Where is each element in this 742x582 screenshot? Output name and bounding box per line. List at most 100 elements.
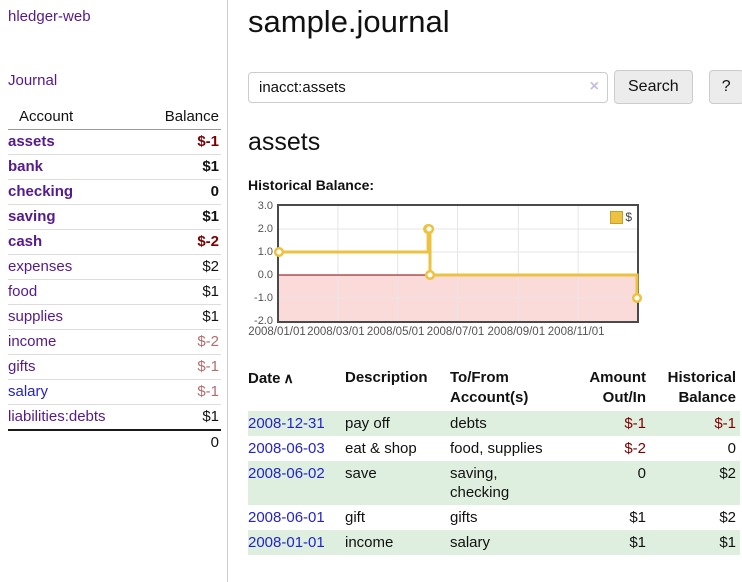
register-header-accounts: To/From Account(s) <box>450 369 529 406</box>
account-balance: $-2 <box>143 229 221 255</box>
date-header-label: Date <box>248 370 281 387</box>
amount-cell: 0 <box>637 465 646 482</box>
historical-balance-chart: $ 3.0 2.0 1.0 0.0 -1.0 -2.0 2008/01/01 2008/03… <box>248 200 643 342</box>
register-header-balance: Historical Balance <box>667 369 736 406</box>
account-link-income[interactable]: income <box>8 333 57 350</box>
date-link[interactable]: 2008-12-31 <box>248 415 325 432</box>
account-row: salary $-1 <box>8 379 221 405</box>
date-link[interactable]: 2008-06-02 <box>248 465 325 482</box>
chart-canvas <box>273 206 643 321</box>
register-row: 2008-12-31 pay off debts $-1 $-1 <box>248 411 740 436</box>
account-balance: $1 <box>143 304 221 330</box>
account-link-cash[interactable]: cash <box>8 233 43 250</box>
amount-cell: $-2 <box>624 440 646 457</box>
account-link-saving[interactable]: saving <box>8 208 56 225</box>
description-cell: save <box>345 465 377 482</box>
balance-cell: $2 <box>719 465 736 482</box>
y-tick-label: -1.0 <box>254 292 273 304</box>
sidebar-item-journal[interactable]: Journal <box>8 72 58 89</box>
account-row: gifts $-1 <box>8 354 221 380</box>
account-row: bank $1 <box>8 154 221 180</box>
amount-cell: $-1 <box>624 415 646 432</box>
y-tick-label: -2.0 <box>254 315 273 327</box>
date-link[interactable]: 2008-01-01 <box>248 534 325 551</box>
y-tick-label: 1.0 <box>257 246 273 258</box>
search-input[interactable] <box>248 71 608 103</box>
x-tick-label: 2008/05/01 <box>366 326 425 338</box>
chart-plot-area[interactable]: $ 3.0 2.0 1.0 0.0 -1.0 -2.0 <box>254 200 643 327</box>
accounts-header-account: Account <box>8 105 144 130</box>
legend-swatch-icon <box>610 210 624 224</box>
main-content: sample.journal × Search ? assets Histori… <box>248 0 742 555</box>
chart-x-axis: 2008/01/01 2008/03/01 2008/05/01 2008/07/01… <box>248 326 639 342</box>
accounts-total: 0 <box>143 429 221 455</box>
account-balance: $-1 <box>143 354 221 380</box>
account-balance: $1 <box>143 154 221 180</box>
account-heading: assets <box>248 128 321 156</box>
page-title: sample.journal <box>248 4 450 39</box>
account-balance: $1 <box>143 204 221 230</box>
x-tick-label: 2008/07/01 <box>426 326 485 338</box>
account-balance: 0 <box>143 179 221 205</box>
balance-cell: $2 <box>719 509 736 526</box>
description-cell: income <box>345 534 394 551</box>
legend-label: $ <box>625 210 632 224</box>
amount-cell: $1 <box>629 534 646 551</box>
account-link-gifts[interactable]: gifts <box>8 358 36 375</box>
account-row: liabilities:debts $1 <box>8 404 221 431</box>
accounts-cell: salary <box>450 534 491 551</box>
amount-cell: $1 <box>629 509 646 526</box>
account-row: cash $-2 <box>8 229 221 255</box>
search-button[interactable]: Search <box>614 70 693 104</box>
register-row: 2008-06-02 save saving, checking 0 $2 <box>248 461 740 505</box>
y-tick-label: 0.0 <box>257 269 273 281</box>
register-table: Date ∧ Description To/From Account(s) Amo… <box>248 366 740 555</box>
date-link[interactable]: 2008-06-03 <box>248 440 325 457</box>
description-cell: gift <box>345 509 366 526</box>
balance-cell: $1 <box>719 534 736 551</box>
account-balance: $-1 <box>143 129 221 155</box>
account-link-liabilities-debts[interactable]: liabilities:debts <box>8 408 106 425</box>
accounts-cell: debts <box>450 415 487 432</box>
account-link-assets[interactable]: assets <box>8 133 55 150</box>
accounts-cell: food, supplies <box>450 440 543 457</box>
balance-cell: $-1 <box>714 415 736 432</box>
register-header-amount: Amount Out/In <box>589 369 646 406</box>
register-header-description: Description <box>345 369 428 386</box>
account-row: assets $-1 <box>8 129 221 155</box>
y-tick-label: 3.0 <box>257 200 273 212</box>
register-row: 2008-01-01 income salary $1 $1 <box>248 530 740 555</box>
accounts-total-row: 0 <box>8 429 221 455</box>
accounts-header-row: Account Balance <box>8 105 221 130</box>
account-link-expenses[interactable]: expenses <box>8 258 73 275</box>
help-button[interactable]: ? <box>708 70 742 104</box>
account-balance: $1 <box>143 279 221 305</box>
account-row: checking 0 <box>8 179 221 205</box>
account-row: food $1 <box>8 279 221 305</box>
register-header-row: Date ∧ Description To/From Account(s) Amo… <box>248 366 740 411</box>
accounts-table: Account Balance assets $-1 bank $1 check… <box>8 105 221 455</box>
x-tick-label: 2008/03/01 <box>307 326 365 338</box>
account-balance: $-1 <box>143 379 221 405</box>
register-header-date: Date ∧ <box>248 366 345 411</box>
register-row: 2008-06-01 gift gifts $1 $2 <box>248 505 740 530</box>
date-link[interactable]: 2008-06-01 <box>248 509 325 526</box>
app-brand-link[interactable]: hledger-web <box>8 8 91 25</box>
chart-section-label: Historical Balance: <box>248 177 375 193</box>
account-link-bank[interactable]: bank <box>8 158 44 175</box>
account-row: income $-2 <box>8 329 221 355</box>
account-balance: $1 <box>143 404 221 431</box>
account-link-salary[interactable]: salary <box>8 383 49 400</box>
accounts-cell: saving, checking <box>450 465 510 501</box>
account-balance: $2 <box>143 254 221 280</box>
account-link-food[interactable]: food <box>8 283 38 300</box>
account-link-checking[interactable]: checking <box>8 183 74 200</box>
account-row: supplies $1 <box>8 304 221 330</box>
description-cell: eat & shop <box>345 440 417 457</box>
balance-cell: 0 <box>727 440 736 457</box>
clear-search-icon[interactable]: × <box>589 77 599 95</box>
account-link-supplies[interactable]: supplies <box>8 308 64 325</box>
accounts-cell: gifts <box>450 509 478 526</box>
x-tick-label: 2008/09/01 <box>487 326 546 338</box>
sidebar: hledger-web Journal Account Balance asse… <box>0 0 228 582</box>
